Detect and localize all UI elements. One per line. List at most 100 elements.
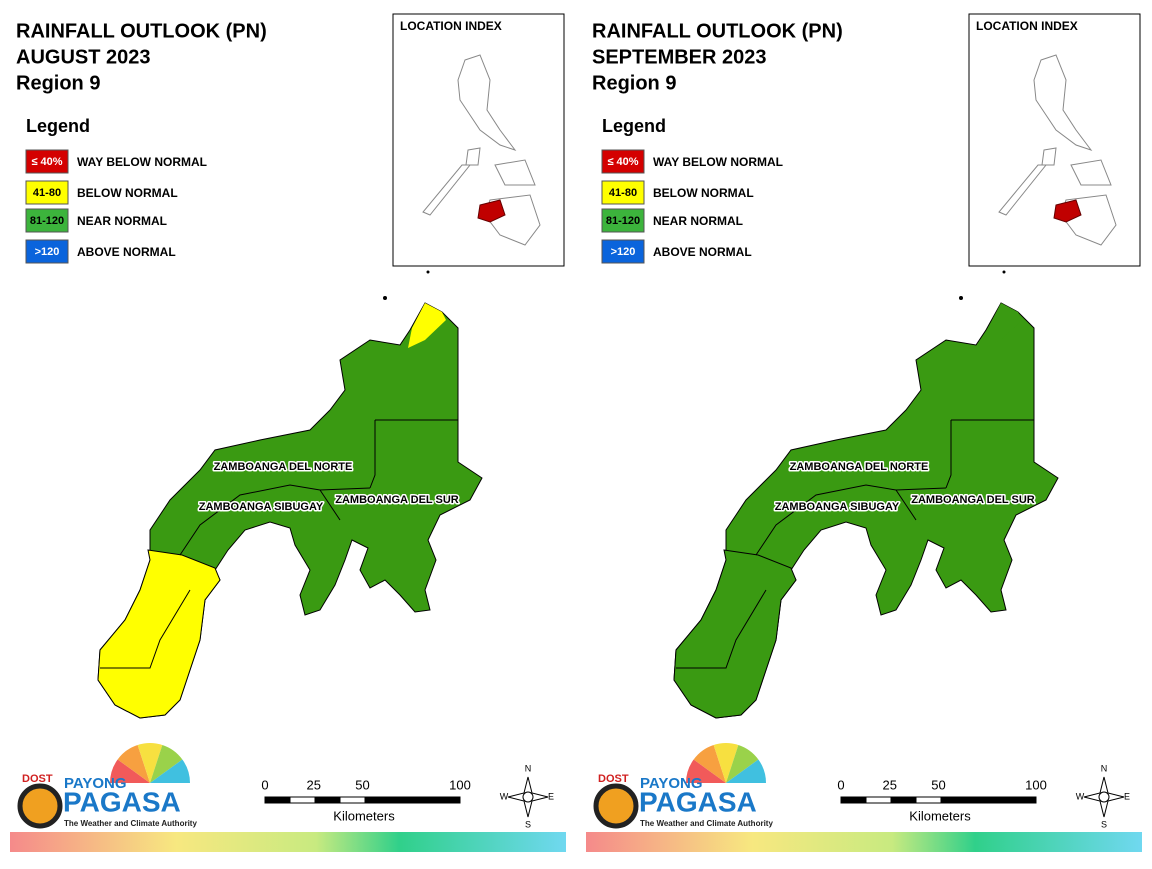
zone-north-tip bbox=[408, 303, 446, 348]
island bbox=[422, 164, 472, 216]
footer-strip bbox=[10, 832, 566, 852]
umbrella-panel bbox=[150, 759, 190, 783]
title-line: AUGUST 2023 bbox=[16, 46, 151, 68]
legend-swatch bbox=[601, 149, 645, 174]
province-border bbox=[369, 420, 376, 489]
island bbox=[1033, 54, 1093, 151]
compass-letter: S bbox=[1101, 819, 1107, 829]
scale-segment bbox=[940, 796, 1037, 804]
compass-letter: E bbox=[1124, 791, 1130, 801]
panel: RAINFALL OUTLOOK (PN) AUGUST 2023 Region 9… bbox=[10, 13, 566, 852]
umbrella-panel bbox=[150, 744, 183, 783]
province-border bbox=[319, 489, 341, 521]
logo-agency: DOST bbox=[22, 773, 53, 785]
scale-segment bbox=[314, 796, 341, 804]
location-index-frame bbox=[392, 13, 565, 267]
legend-swatch bbox=[25, 149, 69, 174]
legend-swatch-label: 41-80 bbox=[609, 187, 637, 199]
region-highlight bbox=[477, 199, 506, 223]
legend-swatch bbox=[601, 239, 645, 264]
umbrella-panel bbox=[686, 759, 726, 783]
scale-segment bbox=[865, 796, 892, 804]
scale-label: 50 bbox=[355, 777, 369, 792]
legend-swatch bbox=[25, 180, 69, 205]
scale-unit: Kilometers bbox=[333, 808, 395, 823]
compass-letter: N bbox=[525, 763, 532, 773]
legend-swatch-label: >120 bbox=[35, 246, 60, 258]
umbrella-panel bbox=[117, 744, 150, 783]
islet bbox=[383, 296, 387, 300]
scale-segment bbox=[289, 796, 316, 804]
compass-letter: W bbox=[1076, 791, 1085, 801]
province-label: ZAMBOANGA DEL NORTE bbox=[214, 461, 353, 473]
scale-unit: Kilometers bbox=[909, 808, 971, 823]
scale-segment bbox=[339, 796, 366, 804]
legend-swatch bbox=[601, 180, 645, 205]
location-index-title: LOCATION INDEX bbox=[976, 19, 1078, 33]
logo-seal bbox=[17, 783, 63, 829]
scale-label: 50 bbox=[931, 777, 945, 792]
legend-swatch-label: >120 bbox=[611, 246, 636, 258]
legend-swatch-label: 81-120 bbox=[30, 215, 64, 227]
legend-title: Legend bbox=[26, 116, 90, 136]
logo-agency: DOST bbox=[598, 773, 629, 785]
title-line: Region 9 bbox=[16, 72, 100, 94]
title-line: RAINFALL OUTLOOK (PN) bbox=[592, 20, 843, 42]
island bbox=[1070, 159, 1112, 186]
logo-seal bbox=[593, 783, 639, 829]
legend-label: BELOW NORMAL bbox=[653, 186, 754, 200]
umbrella-panel bbox=[713, 743, 739, 783]
umbrella-panel bbox=[693, 744, 726, 783]
scale-segment bbox=[915, 796, 942, 804]
province-label: ZAMBOANGA DEL SUR bbox=[335, 494, 459, 506]
title-line: SEPTEMBER 2023 bbox=[592, 46, 767, 68]
logo-tagline: The Weather and Climate Authority bbox=[640, 819, 773, 828]
province-label: ZAMBOANGA SIBUGAY bbox=[199, 501, 324, 513]
island bbox=[1041, 147, 1057, 166]
island bbox=[465, 147, 481, 166]
scale-segment bbox=[890, 796, 917, 804]
province-border bbox=[945, 420, 952, 489]
umbrella-panel bbox=[110, 759, 150, 783]
island bbox=[998, 164, 1048, 216]
title-line: RAINFALL OUTLOOK (PN) bbox=[16, 20, 267, 42]
legend-label: WAY BELOW NORMAL bbox=[653, 155, 783, 169]
compass-center bbox=[1098, 791, 1110, 803]
compass-letter: S bbox=[525, 819, 531, 829]
footer-strip bbox=[586, 832, 1142, 852]
compass-rose bbox=[507, 776, 549, 818]
logo-brand: PAGASA bbox=[63, 786, 181, 817]
logo-brand-top: PAYONG bbox=[640, 775, 703, 792]
island bbox=[457, 54, 517, 151]
umbrella-panel bbox=[726, 744, 759, 783]
province-label: ZAMBOANGA DEL SUR bbox=[911, 494, 1035, 506]
legend-label: NEAR NORMAL bbox=[653, 214, 743, 228]
region-highlight bbox=[1053, 199, 1082, 223]
scale-label: 100 bbox=[449, 777, 471, 792]
compass-center bbox=[522, 791, 534, 803]
umbrella-panel bbox=[726, 759, 766, 783]
scale-label: 0 bbox=[261, 777, 268, 792]
scale-label: 25 bbox=[307, 777, 321, 792]
scale-segment bbox=[364, 796, 461, 804]
legend-label: WAY BELOW NORMAL bbox=[77, 155, 207, 169]
province-border bbox=[179, 484, 371, 556]
legend-label: ABOVE NORMAL bbox=[77, 245, 176, 259]
panel: RAINFALL OUTLOOK (PN) SEPTEMBER 2023 Regio… bbox=[586, 13, 1142, 852]
logo-brand-top: PAYONG bbox=[64, 775, 127, 792]
scale-label: 25 bbox=[883, 777, 897, 792]
island bbox=[494, 159, 536, 186]
province-border bbox=[676, 589, 767, 669]
legend-swatch bbox=[25, 239, 69, 264]
umbrella-panel bbox=[137, 743, 163, 783]
zone-southwest bbox=[97, 549, 221, 719]
legend-swatch bbox=[601, 208, 645, 233]
compass-letter: E bbox=[548, 791, 554, 801]
location-index-frame bbox=[968, 13, 1141, 267]
compass-rose bbox=[1083, 776, 1125, 818]
province-border bbox=[895, 489, 917, 521]
islet bbox=[426, 270, 430, 274]
islet bbox=[1002, 270, 1006, 274]
scale-segment bbox=[264, 796, 291, 804]
